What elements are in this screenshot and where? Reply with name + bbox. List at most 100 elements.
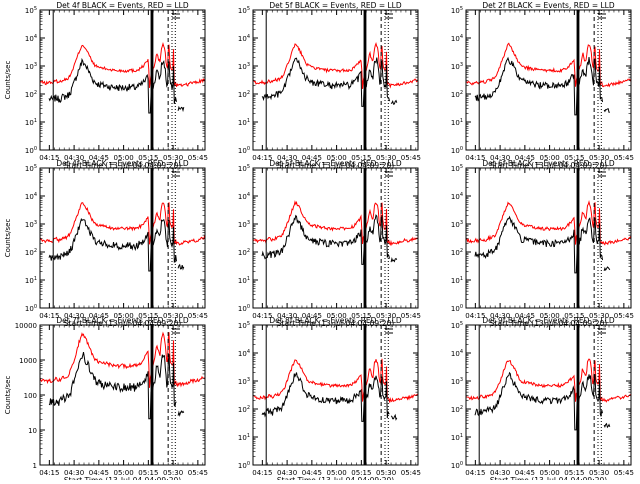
plot-frame — [39, 9, 206, 151]
plot-frame — [465, 9, 632, 151]
x-tick-label: 05:00 — [327, 312, 347, 320]
x-tick-label: 04:15 — [252, 154, 272, 162]
series-group — [253, 358, 418, 422]
x-tick-label: 04:30 — [490, 312, 510, 320]
y-tick-label: 104 — [25, 34, 37, 43]
x-tick-label: 05:00 — [327, 469, 347, 477]
y-tick-label: 103 — [25, 220, 37, 229]
series-black-line — [48, 217, 177, 272]
x-axis-label: Start Time (13-Jul-04 04:09:20) — [490, 476, 607, 480]
y-tick-label: 104 — [25, 192, 37, 201]
x-tick-label: 04:45 — [515, 312, 535, 320]
y-axis-label: Counts/sec — [4, 61, 12, 100]
y-tick-label: 104 — [238, 34, 250, 43]
x-tick-label: 04:45 — [302, 154, 322, 162]
x-tick-label: 04:30 — [64, 154, 84, 162]
x-axis-label: Start Time (13-Jul-04 04:09:20) — [64, 161, 181, 170]
series-black-line — [48, 57, 177, 114]
y-tick-label: 101 — [238, 433, 250, 442]
y-tick-label: 100 — [24, 392, 37, 400]
y-tick-label: 10 — [28, 427, 37, 435]
x-tick-label: 05:00 — [540, 312, 560, 320]
plot-frame — [252, 9, 419, 151]
x-tick-label: 04:30 — [490, 469, 510, 477]
series-group — [253, 200, 418, 265]
series-black-tail — [177, 105, 185, 113]
x-tick-label: 04:15 — [39, 469, 59, 477]
y-tick-label: 100 — [238, 304, 250, 313]
panel-title: Det 7f BLACK = Events, RED = LLD — [56, 316, 189, 325]
series-black-tail — [603, 422, 611, 429]
x-tick-label: 04:30 — [490, 154, 510, 162]
x-tick-label: 05:45 — [188, 154, 208, 162]
series-black-tail — [177, 263, 185, 271]
y-tick-label: 100 — [25, 146, 37, 155]
x-tick-label: 05:30 — [376, 469, 396, 477]
series-red-line — [466, 199, 631, 246]
panel-3: 100 101 102 103 104 105 04:15 04:30 04:45 05:00 05… — [4, 159, 208, 328]
panel-8: 100 101 102 103 104 105 04:15 04:30 04:45 05:00 05… — [451, 316, 634, 484]
x-tick-label: 05:45 — [401, 154, 421, 162]
series-group — [40, 331, 205, 420]
y-tick-label: 102 — [451, 90, 463, 99]
y-tick-label: 103 — [238, 62, 250, 71]
series-group — [466, 358, 631, 431]
series-group — [253, 42, 418, 107]
y-tick-label: 102 — [451, 405, 463, 414]
x-axis-label: Start Time (13-Jul-04 04:09:20) — [277, 476, 394, 480]
y-tick-label: 100 — [451, 304, 463, 313]
y-tick-label: 100 — [451, 461, 463, 470]
y-tick-label: 101 — [238, 118, 250, 127]
series-black-tail — [390, 99, 398, 105]
x-tick-label: 04:45 — [515, 154, 535, 162]
panel-title: Det 4f BLACK = Events, RED = LLD — [56, 1, 189, 10]
x-tick-label: 05:45 — [401, 469, 421, 477]
series-black-tail — [177, 410, 185, 417]
x-tick-label: 04:15 — [39, 154, 59, 162]
x-tick-label: 04:30 — [277, 312, 297, 320]
panel-title: Det 9f BLACK = Events, RED = LLD — [482, 316, 615, 325]
x-axis-label: Start Time (13-Jul-04 04:09:20) — [490, 161, 607, 170]
plot-frame — [465, 167, 632, 309]
y-axis-label: Counts/sec — [4, 376, 12, 415]
plot-frame — [252, 324, 419, 466]
plot-frame — [39, 324, 206, 466]
x-tick-label: 04:45 — [515, 469, 535, 477]
y-tick-label: 100 — [451, 146, 463, 155]
x-tick-label: 05:00 — [114, 154, 134, 162]
y-tick-label: 102 — [238, 248, 250, 257]
y-tick-label: 102 — [238, 90, 250, 99]
y-tick-label: 1000 — [19, 357, 37, 365]
y-tick-label: 105 — [238, 164, 250, 173]
panel-title: Det 8f BLACK = Events, RED = LLD — [269, 316, 402, 325]
x-tick-label: 04:45 — [302, 469, 322, 477]
x-tick-label: 05:00 — [327, 154, 347, 162]
y-tick-label: 103 — [451, 377, 463, 386]
y-tick-label: 101 — [451, 118, 463, 127]
y-tick-label: 104 — [451, 192, 463, 201]
x-tick-label: 05:30 — [376, 154, 396, 162]
plot-frame — [465, 324, 632, 466]
panel-title: Det 4f BLACK = Events, RED = LLD — [56, 159, 189, 168]
series-group — [466, 199, 631, 274]
series-red-line — [253, 42, 418, 89]
series-black-tail — [603, 266, 611, 272]
y-tick-label: 103 — [451, 62, 463, 71]
y-tick-label: 10000 — [15, 322, 37, 330]
x-axis-label: Start Time (13-Jul-04 04:09:20) — [277, 161, 394, 170]
plot-frame — [252, 167, 419, 309]
series-red-line — [40, 42, 205, 88]
y-tick-label: 100 — [25, 304, 37, 313]
y-tick-label: 102 — [451, 248, 463, 257]
panel-title: Det 5f BLACK = Events, RED = LLD — [269, 1, 402, 10]
x-tick-label: 05:15 — [564, 312, 584, 320]
x-tick-label: 05:15 — [351, 154, 371, 162]
x-tick-label: 04:15 — [252, 312, 272, 320]
y-tick-label: 103 — [451, 220, 463, 229]
y-tick-label: 105 — [451, 164, 463, 173]
